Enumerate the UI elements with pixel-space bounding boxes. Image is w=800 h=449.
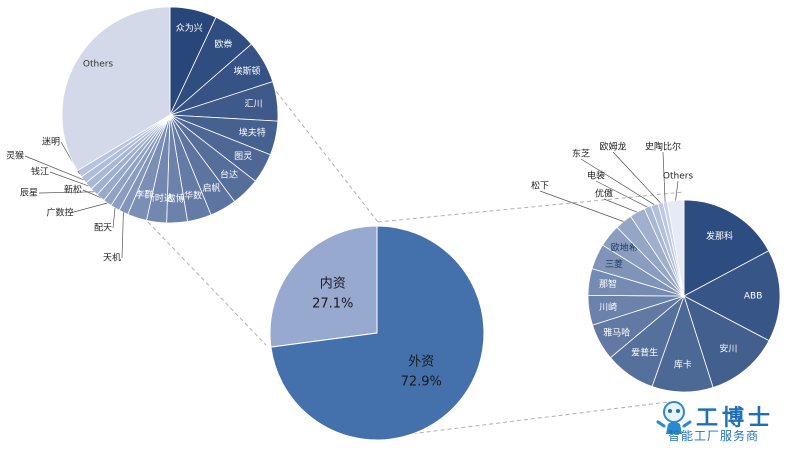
left-pie-label-9: 遨博 — [167, 193, 185, 205]
left-pie-label-7: 启帆 — [202, 182, 220, 194]
right-pie-label-6: 川崎 — [599, 301, 617, 313]
right-pie-label-0: 发那科 — [706, 230, 733, 242]
right-pie-label-1: ABB — [744, 291, 763, 301]
main-pie-label-0: 内资 — [320, 276, 346, 292]
main-pie-value-1: 72.9% — [401, 374, 442, 389]
left-pie-label-18: 灵猴 — [6, 150, 24, 162]
robot-mascot-icon — [656, 401, 692, 434]
main-pie-value-0: 27.1% — [312, 297, 353, 312]
left-pie-label-11: 李群 — [135, 189, 153, 201]
right-pie-leader-11 — [603, 198, 638, 213]
left-pie-label-16: 辰星 — [20, 188, 38, 199]
right-pie-leader-15 — [662, 151, 666, 202]
right-pie-label-16: Others — [663, 172, 694, 182]
right-pie-leader-12 — [595, 180, 648, 208]
left-pie-label-15: 新松 — [64, 184, 82, 196]
right-pie-leader-14 — [612, 151, 661, 204]
left-pie-label-14: 广数控 — [46, 207, 73, 219]
right-pie-label-3: 库卡 — [674, 359, 692, 371]
left-pie-label-20: Others — [83, 60, 114, 70]
left-pie-label-2: 埃斯顿 — [234, 65, 261, 77]
right-pie-label-15: 史陶比尔 — [645, 141, 681, 153]
right-pie-label-9: 欧地希 — [611, 241, 638, 253]
connector-line-0 — [271, 85, 379, 223]
domestic-foreign-pie: 内资 27.1% 外资 72.9% — [269, 225, 485, 441]
main-pie-slice-1 — [270, 225, 485, 441]
left-pie-label-13: 配天 — [94, 223, 112, 234]
left-pie-leader-15 — [82, 189, 101, 198]
right-pie-leader-13 — [580, 158, 655, 205]
right-pie-label-2: 安川 — [719, 342, 737, 354]
left-pie-label-6: 台达 — [220, 169, 238, 181]
right-pie-label-5: 雅马哈 — [603, 326, 630, 338]
left-pie-leader-14 — [69, 202, 108, 214]
logo-subtitle: 智能工厂服务商 — [668, 429, 760, 443]
left-pie-leader-12 — [121, 212, 124, 259]
connector-lines — [147, 85, 685, 439]
right-pie-label-7: 那智 — [599, 278, 617, 290]
right-pie-label-8: 三菱 — [605, 258, 623, 270]
left-pie-label-10: 新时达 — [146, 192, 173, 204]
logo-title: 工博士 — [696, 406, 775, 431]
left-pie-leader-16 — [38, 191, 95, 194]
connector-line-1 — [147, 221, 267, 346]
left-pie-leader-17 — [49, 171, 89, 187]
right-pie-label-12: 电装 — [587, 170, 605, 182]
left-pie-label-19: 迷明 — [42, 136, 60, 148]
right-pie-leader-16 — [675, 180, 679, 201]
main-pie-label-1: 外资 — [408, 354, 434, 369]
left-pie-label-3: 汇川 — [245, 99, 263, 110]
right-pie-label-14: 欧姆龙 — [599, 141, 626, 153]
connector-line-2 — [377, 191, 685, 223]
left-pie-label-4: 埃夫特 — [239, 127, 266, 139]
left-pie-label-8: 华数 — [184, 190, 202, 202]
right-pie-label-10: 松下 — [531, 180, 549, 192]
left-pie-leader-13 — [112, 207, 116, 229]
left-pie-label-12: 天机 — [103, 252, 121, 264]
pie-slice-20 — [61, 6, 171, 172]
left-pie-leader-18 — [24, 155, 84, 181]
pie-slice-2 — [683, 295, 770, 388]
right-pie-label-13: 东芝 — [572, 148, 590, 160]
main-pie-slice-0 — [269, 225, 378, 348]
right-pie-label-4: 爱普生 — [631, 346, 658, 358]
pie-slice-1 — [683, 250, 781, 342]
left-pie-label-17: 钱江 — [31, 166, 49, 178]
brand-logo: 工博士 智能工厂服务商 — [654, 398, 800, 449]
right-pie-leader-10 — [539, 190, 624, 222]
right-pie-label-11: 优傲 — [595, 188, 613, 200]
left-pie-label-1: 欧䄅 — [214, 38, 232, 50]
pie-slice-0 — [683, 199, 770, 297]
left-pie-label-5: 图灵 — [234, 151, 252, 162]
left-pie-label-0: 众为兴 — [176, 22, 203, 34]
